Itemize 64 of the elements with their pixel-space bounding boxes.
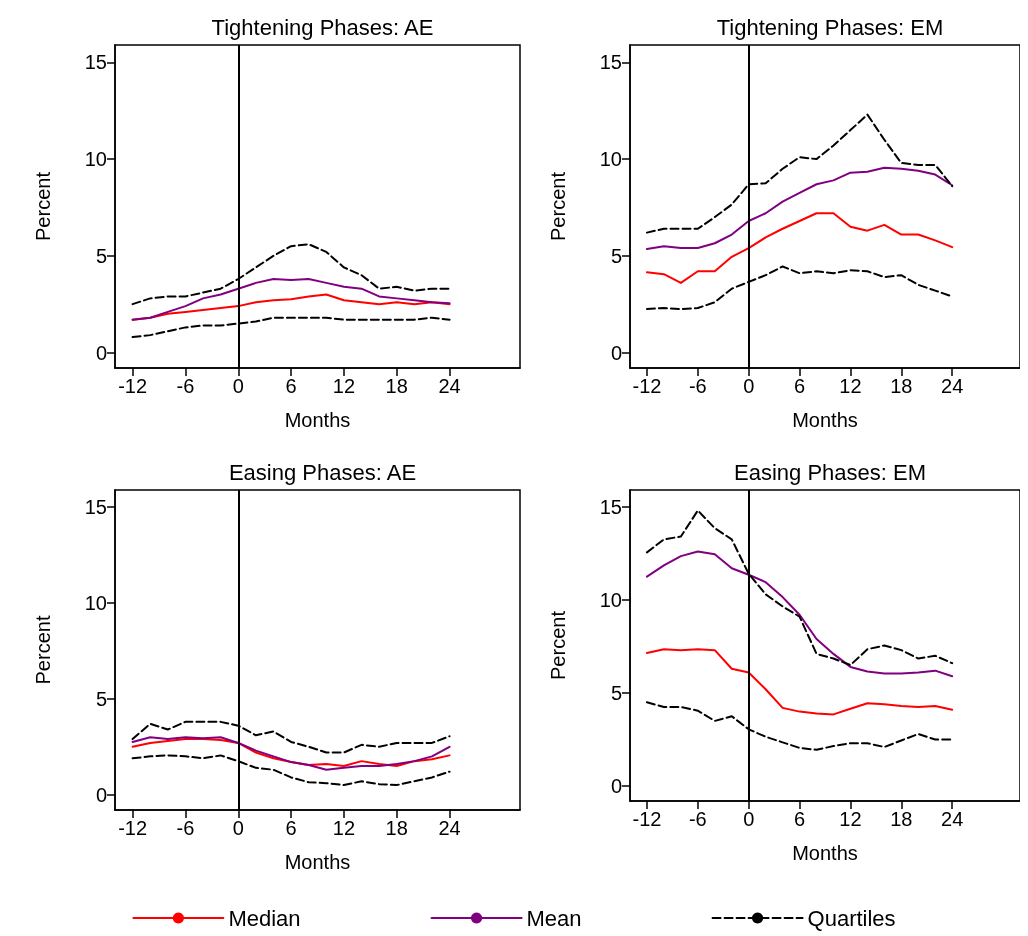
x-axis-title: Months (284, 851, 351, 873)
y-tick-label: 10 (599, 148, 622, 171)
x-tick-label: 6 (285, 375, 297, 397)
y-tick-label: 5 (610, 681, 622, 704)
y-tick-label: 10 (599, 588, 622, 611)
x-tick-label: -12 (118, 817, 148, 839)
y-tick-label: 0 (610, 775, 622, 798)
x-tick-label: 18 (385, 375, 408, 397)
y-tick-label: 15 (84, 51, 107, 74)
x-tick-label: 12 (332, 375, 356, 397)
legend-label: Median (228, 905, 301, 931)
y-tick-label: 10 (84, 148, 107, 171)
x-tick-label: 12 (332, 817, 356, 839)
y-tick-label: 5 (95, 687, 107, 710)
x-tick-label: 6 (285, 817, 297, 839)
x-tick-label: 6 (794, 808, 806, 830)
x-axis-title: Months (792, 842, 858, 864)
legend-label: Quartiles (807, 905, 896, 931)
x-tick-label: 0 (743, 375, 755, 397)
x-tick-label: 6 (794, 375, 806, 397)
x-tick-label: 24 (438, 375, 461, 397)
chart-title: Easing Phases: AE (228, 459, 417, 485)
line-series (645, 166, 954, 251)
chart-title: Tightening Phases: AE (211, 14, 434, 40)
chart-title: Tightening Phases: EM (716, 14, 944, 40)
legend-label: Mean (526, 905, 582, 931)
x-tick-label: -6 (688, 375, 707, 397)
x-tick-label: 12 (839, 808, 862, 830)
x-tick-label: -12 (632, 375, 662, 397)
line-series (645, 550, 954, 678)
x-tick-label: 24 (941, 375, 964, 397)
x-tick-label: 12 (839, 375, 862, 397)
y-axis-title: Percent (547, 610, 569, 680)
x-tick-label: 24 (941, 808, 964, 830)
chart-title: Easing Phases: EM (734, 459, 926, 485)
y-tick-label: 5 (610, 244, 622, 267)
y-axis-title: Percent (32, 171, 54, 241)
y-tick-label: 15 (599, 495, 622, 518)
line-series (645, 648, 954, 716)
x-tick-label: 0 (743, 808, 755, 830)
y-tick-label: 0 (610, 341, 622, 364)
x-tick-label: -6 (688, 808, 707, 830)
y-tick-label: 10 (84, 592, 107, 615)
x-axis-title: Months (792, 409, 858, 431)
y-tick-label: 15 (84, 496, 107, 519)
x-tick-label: 0 (232, 375, 244, 397)
x-tick-label: 18 (890, 375, 913, 397)
y-tick-label: 0 (95, 341, 107, 364)
x-axis-title: Months (284, 409, 351, 431)
x-tick-label: -12 (632, 808, 662, 830)
x-tick-label: -6 (176, 375, 195, 397)
y-tick-label: 15 (599, 51, 622, 74)
line-series (131, 278, 451, 321)
line-series (645, 212, 954, 284)
y-tick-label: 5 (95, 244, 107, 267)
x-tick-label: 0 (232, 817, 244, 839)
x-tick-label: 18 (890, 808, 913, 830)
y-axis-title: Percent (547, 171, 569, 241)
y-tick-label: 0 (95, 783, 107, 806)
x-tick-label: 18 (385, 817, 408, 839)
y-axis-title: Percent (32, 615, 54, 685)
x-tick-label: -12 (118, 375, 148, 397)
x-tick-label: 24 (438, 817, 461, 839)
x-tick-label: -6 (176, 817, 195, 839)
